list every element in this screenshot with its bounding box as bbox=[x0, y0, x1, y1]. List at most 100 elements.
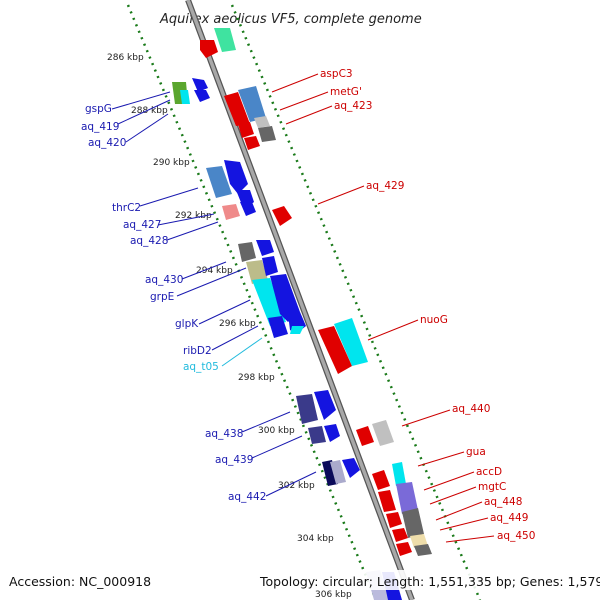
gene-feature[interactable] bbox=[258, 126, 276, 142]
gene-feature[interactable] bbox=[372, 470, 390, 490]
tick-label: 286 kbp bbox=[107, 53, 144, 63]
gene-label[interactable]: aq_420 bbox=[88, 137, 126, 149]
gene-label[interactable]: mgtC bbox=[478, 481, 506, 493]
gene-feature[interactable] bbox=[334, 318, 368, 366]
gene-label[interactable]: aq_427 bbox=[123, 219, 161, 231]
gene-feature[interactable] bbox=[402, 508, 424, 538]
gene-label[interactable]: aq_430 bbox=[145, 274, 183, 286]
gene-label[interactable]: gspG bbox=[85, 103, 112, 115]
label-connector bbox=[157, 213, 215, 226]
label-connector bbox=[198, 299, 251, 325]
gene-feature[interactable] bbox=[252, 278, 286, 326]
gene-feature[interactable] bbox=[386, 512, 402, 528]
label-connector bbox=[439, 517, 489, 531]
gene-feature[interactable] bbox=[256, 240, 274, 256]
gene-feature[interactable] bbox=[392, 462, 406, 486]
gene-label[interactable]: thrC2 bbox=[112, 202, 141, 214]
gene-label[interactable]: aq_438 bbox=[205, 428, 243, 440]
gene-label[interactable]: aq_428 bbox=[130, 235, 168, 247]
gene-label[interactable]: metG' bbox=[330, 86, 362, 98]
gene-feature[interactable] bbox=[372, 420, 394, 446]
gene-label[interactable]: aq_423 bbox=[334, 100, 372, 112]
label-connector bbox=[317, 185, 365, 205]
gene-label[interactable]: aq_t05 bbox=[183, 361, 219, 373]
gene-feature[interactable] bbox=[238, 122, 254, 138]
gene-feature[interactable] bbox=[396, 542, 412, 556]
label-connector bbox=[445, 535, 495, 543]
gene-feature[interactable] bbox=[308, 426, 326, 444]
gene-feature[interactable] bbox=[268, 316, 288, 338]
gene-feature[interactable] bbox=[296, 394, 318, 424]
left-connectors bbox=[111, 91, 317, 497]
gene-feature[interactable] bbox=[180, 90, 190, 104]
accession-text: Accession: NC_000918 bbox=[9, 574, 151, 589]
tick-label: 302 kbp bbox=[278, 481, 315, 491]
gene-feature[interactable] bbox=[246, 260, 268, 284]
gene-feature[interactable] bbox=[254, 116, 270, 128]
gene-feature[interactable] bbox=[224, 160, 248, 194]
gene-feature[interactable] bbox=[396, 482, 418, 514]
label-connector bbox=[241, 411, 291, 433]
gene-label[interactable]: nuoG bbox=[420, 314, 448, 326]
gene-feature[interactable] bbox=[214, 28, 236, 52]
gene-label[interactable]: grpE bbox=[150, 291, 174, 303]
label-connector bbox=[176, 267, 247, 297]
gene-feature[interactable] bbox=[330, 460, 346, 484]
gene-feature[interactable] bbox=[324, 424, 340, 442]
gene-label[interactable]: aq_448 bbox=[484, 496, 522, 508]
label-connector bbox=[139, 187, 199, 207]
map-title: Aquifex aeolicus VF5, complete genome bbox=[159, 12, 422, 27]
gene-feature[interactable] bbox=[290, 326, 304, 334]
gene-label[interactable]: aq_439 bbox=[215, 454, 253, 466]
gene-label[interactable]: aq_440 bbox=[452, 403, 490, 415]
gene-label[interactable]: aq_442 bbox=[228, 491, 266, 503]
gene-feature[interactable] bbox=[262, 256, 278, 276]
gene-feature[interactable] bbox=[240, 202, 256, 216]
gene-feature[interactable] bbox=[206, 166, 232, 198]
gene-label[interactable]: gua bbox=[466, 446, 486, 458]
gene-label[interactable]: ribD2 bbox=[183, 345, 212, 357]
gene-feature[interactable] bbox=[378, 490, 396, 512]
gene-feature[interactable] bbox=[224, 92, 250, 126]
tick-label: 306 kbp bbox=[315, 590, 352, 600]
gene-feature[interactable] bbox=[238, 86, 266, 122]
gene-features-left bbox=[172, 28, 402, 600]
tick-label: 288 kbp bbox=[131, 106, 168, 116]
gene-feature[interactable] bbox=[192, 78, 208, 92]
label-connector bbox=[285, 105, 333, 125]
gene-label[interactable]: aq_419 bbox=[81, 121, 119, 133]
gene-label[interactable]: aspC3 bbox=[320, 68, 353, 80]
gene-label[interactable]: aq_429 bbox=[366, 180, 404, 192]
gene-feature[interactable] bbox=[222, 204, 240, 220]
right-gene-labels: aspC3 metG' aq_423 aq_429 nuoG aq_440 gu… bbox=[320, 68, 535, 542]
label-connector bbox=[111, 91, 171, 110]
gene-feature[interactable] bbox=[270, 274, 300, 322]
topology-text: Topology: circular; Length: 1,551,335 bp… bbox=[259, 574, 600, 589]
gene-feature[interactable] bbox=[318, 326, 352, 374]
tick-label: 292 kbp bbox=[175, 211, 212, 221]
label-connector bbox=[367, 319, 419, 341]
gene-feature[interactable] bbox=[342, 458, 360, 478]
gene-feature[interactable] bbox=[392, 528, 408, 542]
gene-label[interactable]: aq_450 bbox=[497, 530, 535, 542]
gene-label[interactable]: glpK bbox=[175, 318, 199, 330]
label-connector bbox=[435, 501, 483, 521]
gene-feature[interactable] bbox=[314, 390, 336, 420]
ruler-tracks bbox=[126, 4, 482, 600]
tick-label: 298 kbp bbox=[238, 373, 275, 383]
gene-feature[interactable] bbox=[414, 544, 432, 556]
gene-feature[interactable] bbox=[200, 40, 218, 58]
gene-feature[interactable] bbox=[272, 206, 292, 226]
gene-feature[interactable] bbox=[244, 136, 260, 150]
gene-feature[interactable] bbox=[410, 534, 428, 548]
gene-feature[interactable] bbox=[238, 242, 256, 262]
gene-feature[interactable] bbox=[322, 460, 338, 486]
gene-label[interactable]: accD bbox=[476, 466, 502, 478]
label-connector bbox=[125, 113, 169, 143]
label-connector bbox=[417, 451, 465, 467]
gene-feature[interactable] bbox=[356, 426, 374, 446]
gene-label[interactable]: aq_449 bbox=[490, 512, 528, 524]
gene-feature[interactable] bbox=[194, 90, 210, 102]
right-connectors bbox=[271, 73, 495, 543]
